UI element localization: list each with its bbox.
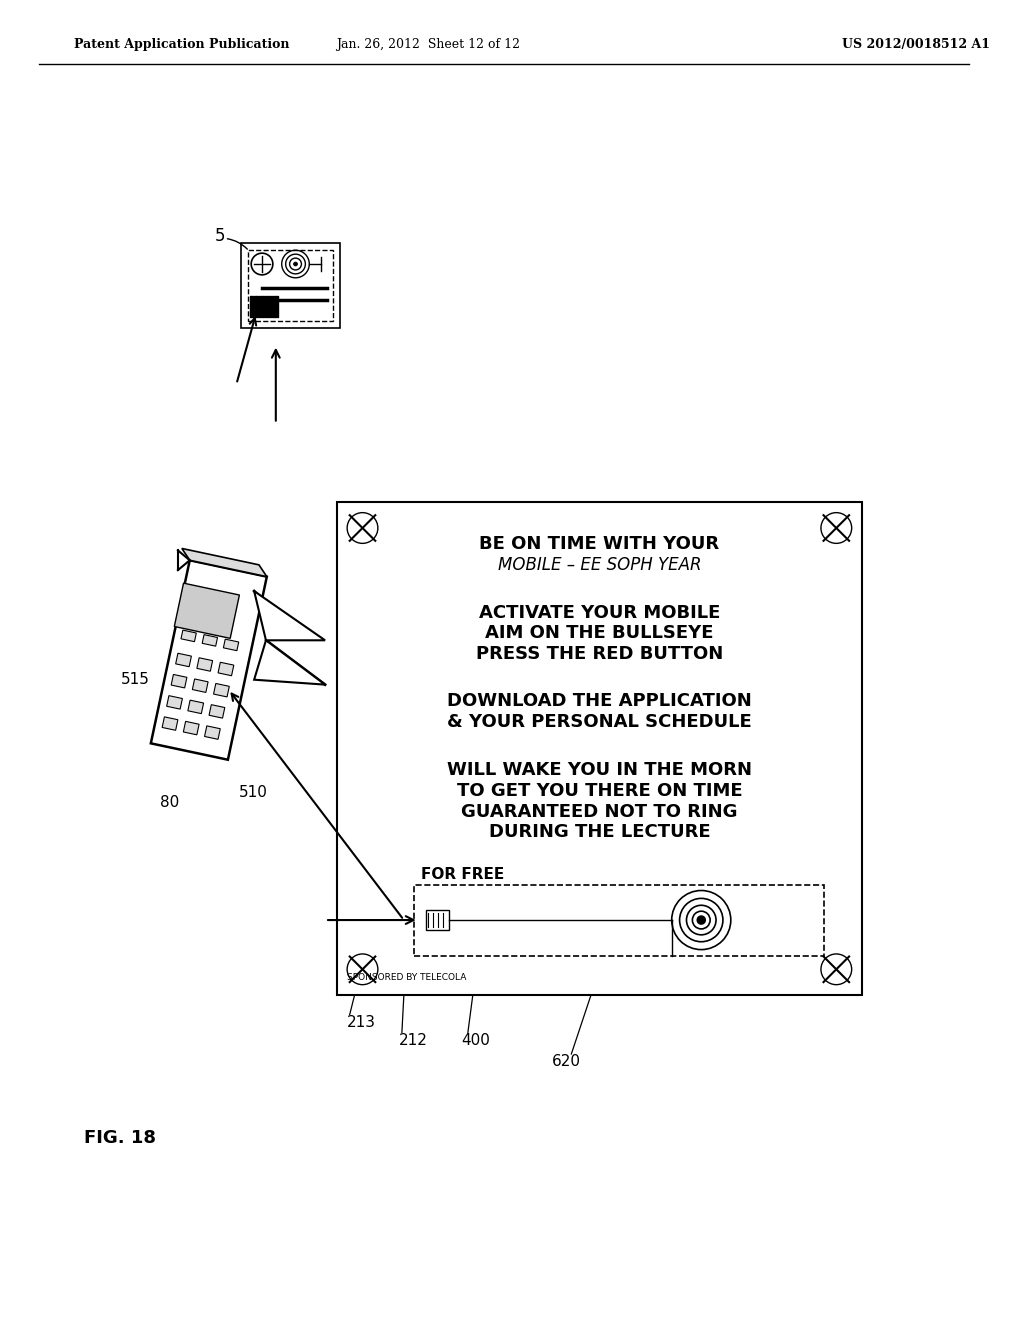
Polygon shape	[171, 675, 187, 688]
Text: Patent Application Publication: Patent Application Publication	[74, 38, 290, 51]
Polygon shape	[202, 635, 217, 647]
Text: & YOUR PERSONAL SCHEDULE: & YOUR PERSONAL SCHEDULE	[447, 713, 752, 731]
Bar	[337, 503, 862, 995]
Bar	[426, 911, 450, 929]
Polygon shape	[197, 657, 213, 672]
Bar	[248, 251, 333, 321]
Polygon shape	[209, 705, 225, 718]
Text: 80: 80	[160, 796, 179, 810]
Text: GUARANTEED NOT TO RING: GUARANTEED NOT TO RING	[461, 803, 737, 821]
Text: ACTIVATE YOUR MOBILE: ACTIVATE YOUR MOBILE	[478, 603, 720, 622]
Text: 510: 510	[239, 785, 267, 800]
Polygon shape	[193, 678, 208, 693]
Text: BE ON TIME WITH YOUR: BE ON TIME WITH YOUR	[479, 535, 720, 553]
Text: SPONSORED BY TELECOLA: SPONSORED BY TELECOLA	[347, 973, 466, 982]
Circle shape	[697, 916, 706, 924]
Polygon shape	[182, 548, 267, 577]
Polygon shape	[162, 717, 178, 730]
Text: 212: 212	[399, 1032, 428, 1048]
Polygon shape	[176, 653, 191, 667]
Polygon shape	[254, 640, 325, 685]
Polygon shape	[174, 583, 240, 639]
Text: 620: 620	[552, 1055, 581, 1069]
Text: 5: 5	[215, 227, 225, 246]
Text: US 2012/0018512 A1: US 2012/0018512 A1	[842, 38, 990, 51]
Polygon shape	[254, 591, 325, 640]
Text: PRESS THE RED BUTTON: PRESS THE RED BUTTON	[476, 645, 723, 663]
Text: DOWNLOAD THE APPLICATION: DOWNLOAD THE APPLICATION	[447, 693, 752, 710]
Polygon shape	[151, 560, 267, 760]
Polygon shape	[223, 639, 239, 651]
Text: WILL WAKE YOU IN THE MORN: WILL WAKE YOU IN THE MORN	[446, 762, 752, 779]
Text: DURING THE LECTURE: DURING THE LECTURE	[488, 824, 711, 841]
Text: AIM ON THE BULLSEYE: AIM ON THE BULLSEYE	[485, 624, 714, 643]
Text: 213: 213	[347, 1015, 376, 1030]
Circle shape	[294, 263, 298, 267]
Polygon shape	[181, 630, 197, 642]
Text: 400: 400	[461, 1032, 489, 1048]
Bar	[414, 884, 824, 956]
Polygon shape	[167, 696, 182, 709]
Text: MOBILE – EE SOPH YEAR: MOBILE – EE SOPH YEAR	[498, 557, 701, 574]
Polygon shape	[187, 700, 204, 714]
Polygon shape	[214, 684, 229, 697]
Text: 515: 515	[121, 672, 150, 688]
Text: FOR FREE: FOR FREE	[421, 867, 504, 882]
Text: FIG. 18: FIG. 18	[84, 1129, 156, 1147]
Polygon shape	[205, 726, 220, 739]
Polygon shape	[183, 721, 199, 735]
Bar	[242, 243, 340, 329]
Text: TO GET YOU THERE ON TIME: TO GET YOU THERE ON TIME	[457, 781, 742, 800]
Polygon shape	[218, 663, 233, 676]
Text: Jan. 26, 2012  Sheet 12 of 12: Jan. 26, 2012 Sheet 12 of 12	[337, 38, 520, 51]
